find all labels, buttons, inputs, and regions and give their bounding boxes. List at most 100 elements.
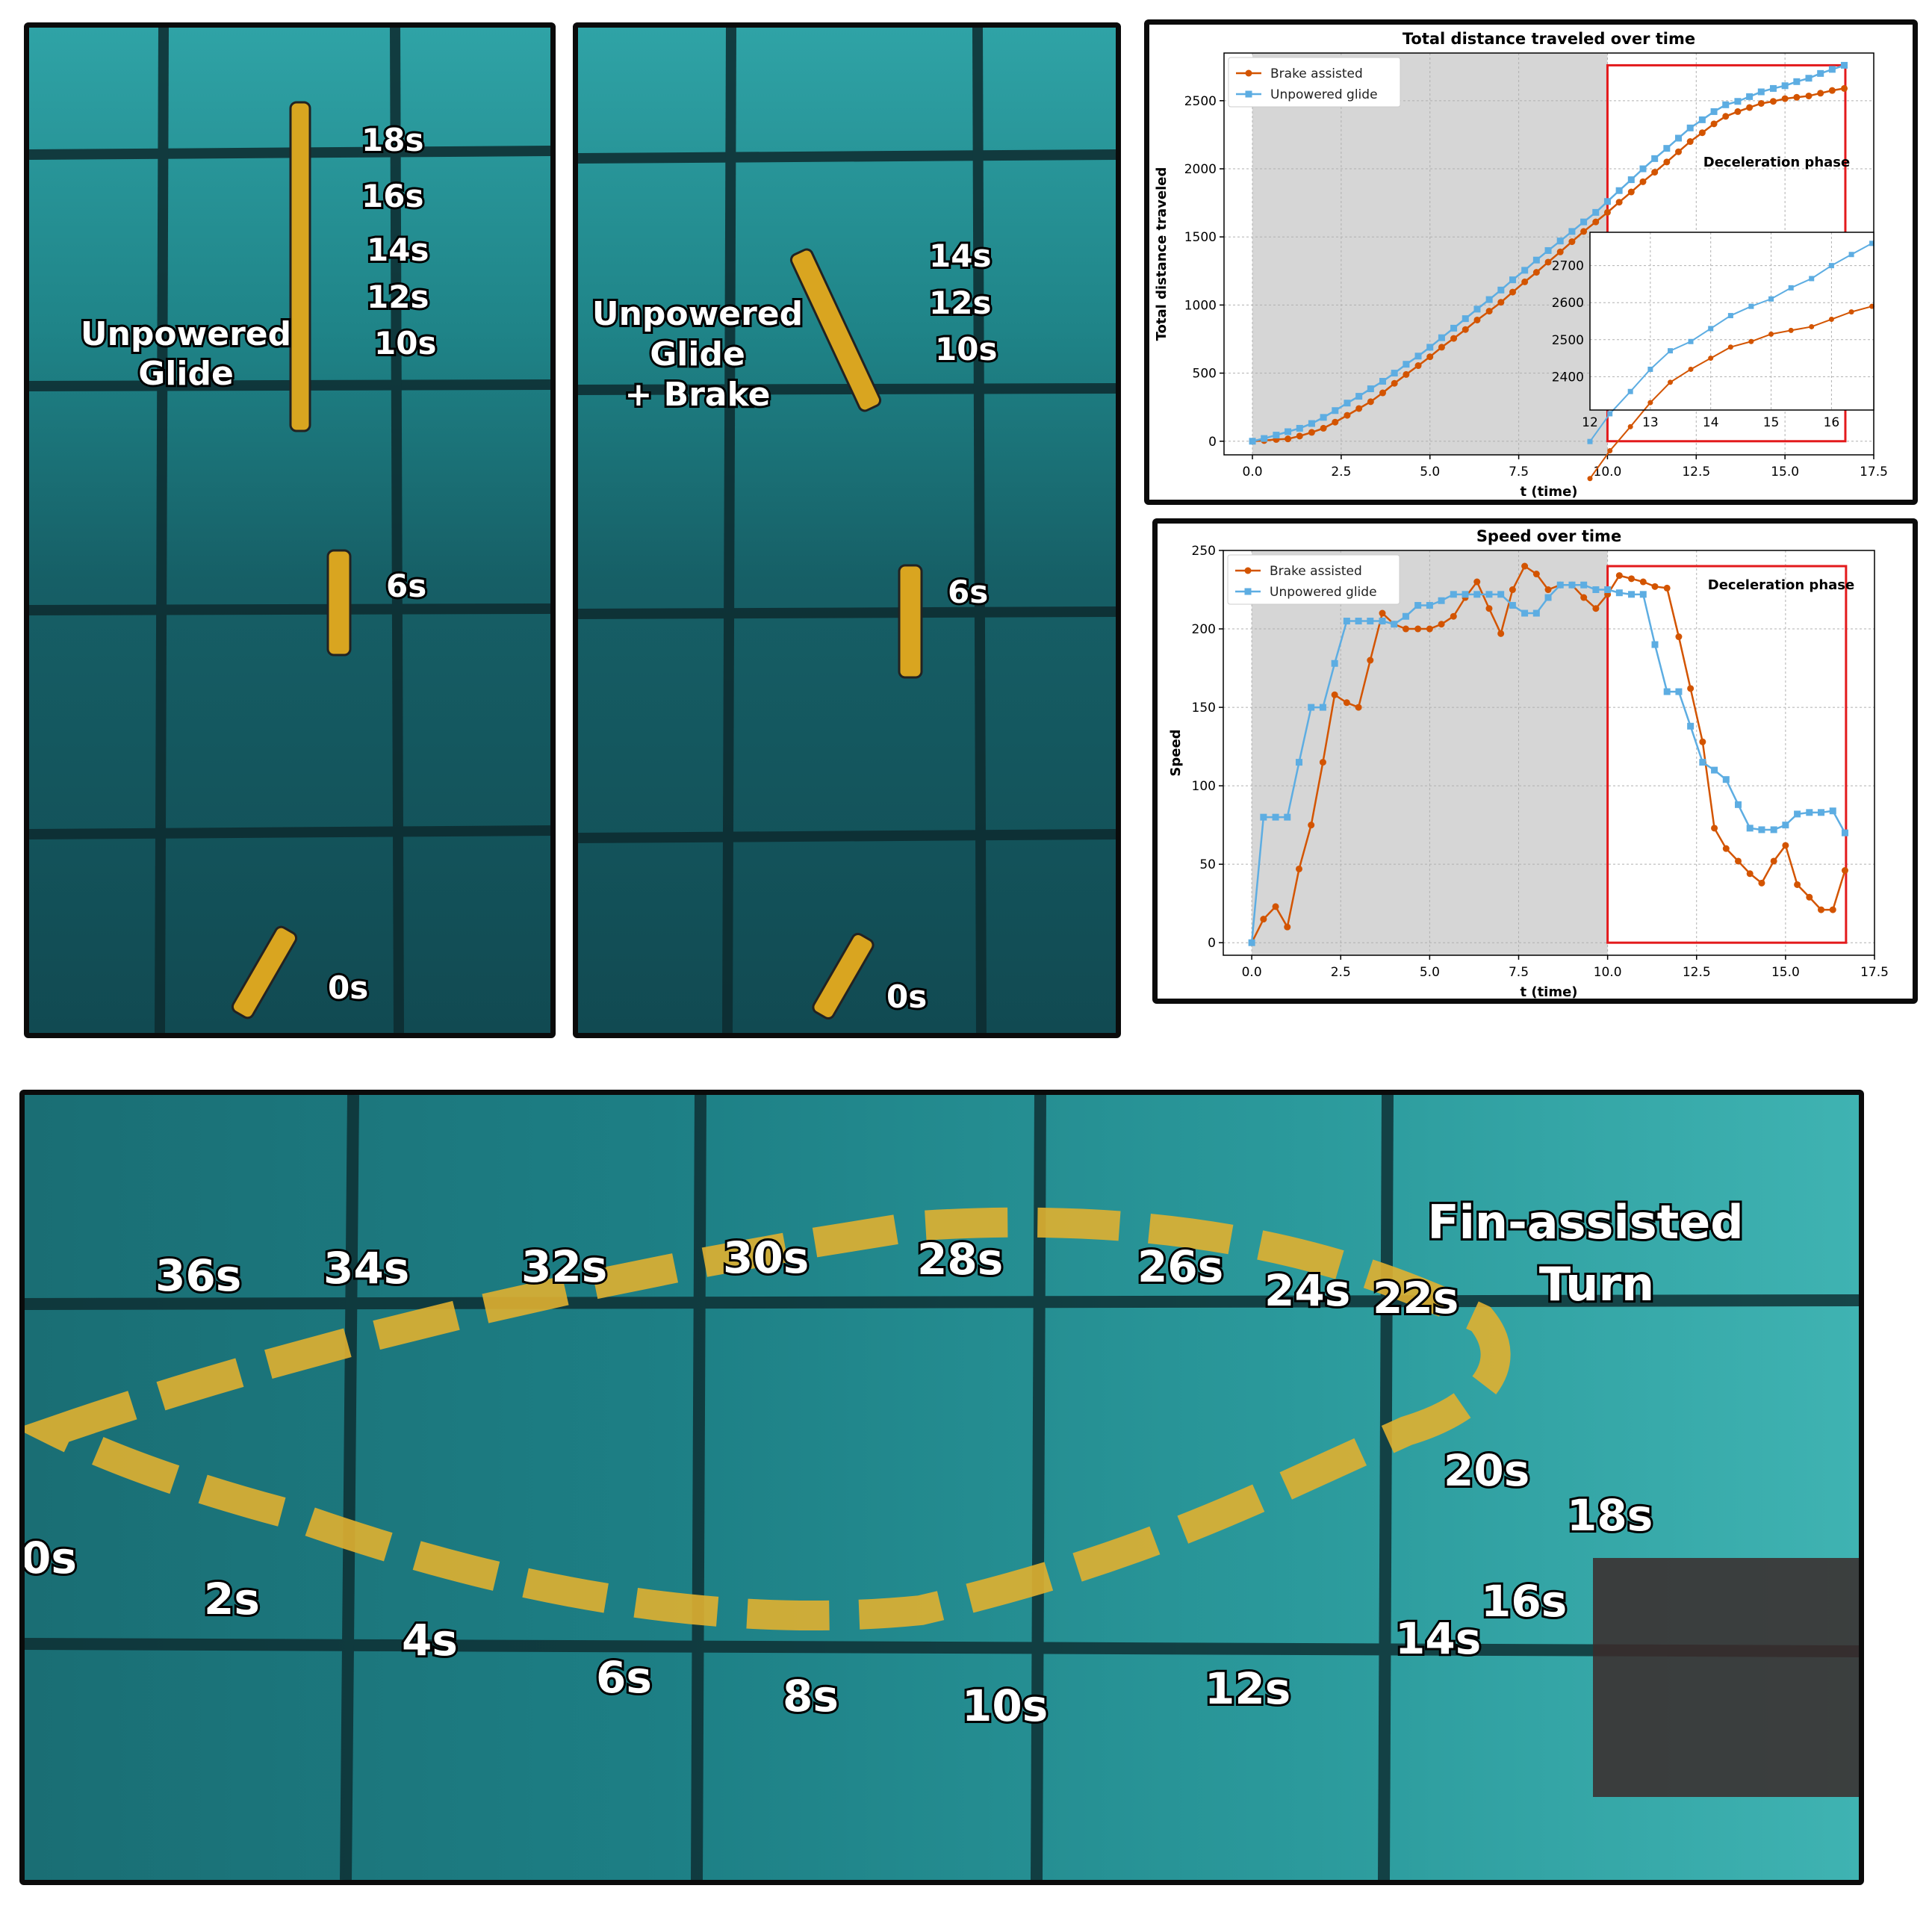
data-point [1367,656,1374,664]
data-point [1675,688,1683,695]
x-tick-label: 12.5 [1682,465,1710,479]
data-point [1521,609,1529,617]
data-point [1805,92,1813,99]
data-point [1485,308,1493,315]
time-label-16s: 16s [1481,1576,1567,1627]
data-point [1521,562,1529,570]
x-axis-label: t (time) [1520,484,1577,500]
data-point [1485,605,1493,612]
data-point [1473,591,1481,598]
data-point [1828,87,1836,94]
data-point [1651,583,1659,590]
x-tick-label: 5.0 [1420,965,1440,980]
data-point [1841,829,1848,836]
data-point [1675,148,1683,155]
data-point [1769,84,1777,92]
data-point [1818,906,1825,913]
data-point [1532,256,1540,264]
x-tick-label: 12.5 [1683,965,1711,980]
y-tick-label: 1000 [1184,298,1217,313]
data-point [1355,393,1363,400]
data-point [1686,138,1694,146]
data-point [1781,82,1789,90]
data-point [1284,813,1291,821]
data-point [1805,75,1813,82]
time-label-22s: 22s [1373,1273,1459,1323]
pool-grid [578,28,1116,1033]
y-tick-label: 100 [1192,779,1216,794]
x-tick-label: 10.0 [1594,965,1622,980]
data-point [1497,591,1505,598]
data-point [1414,353,1422,360]
robot-positions [231,101,352,1019]
data-point [1817,90,1824,97]
inset-x-tick-label: 15 [1763,415,1780,430]
data-point [1770,857,1777,865]
data-point [1639,165,1647,173]
data-point [1308,420,1315,427]
data-point [1402,612,1409,620]
data-point [1367,618,1374,625]
data-point [1769,98,1777,105]
data-point [1260,813,1267,821]
time-label-8s: 8s [783,1671,839,1722]
data-point [1781,95,1789,102]
x-tick-label: 2.5 [1331,465,1351,479]
data-point [1829,906,1836,913]
data-point [1379,378,1387,385]
time-label-34s: 34s [323,1243,409,1294]
data-point [1675,633,1683,641]
time-label-6s: 6s [386,568,426,604]
data-point [1391,621,1398,628]
data-point [1710,120,1718,128]
caption-line-2: Turn [1539,1257,1654,1312]
unpowered-glide-photo: 18s 16s 14s 12s 10s 6s 0s Unpowered Glid… [24,22,556,1038]
bottom-time-labels: 36s 34s 32s 30s 28s 26s 24s 22s 20s 18s … [25,1193,1746,1733]
distance-chart: 0.0 2.5 5.0 7.5 10.0 12.5 15.0 17.5 0 500 1000 1500… [1154,30,1888,500]
x-tick-label: 2.5 [1331,965,1351,980]
data-point [1746,104,1754,111]
data-point [1249,438,1256,445]
data-point [1734,108,1742,115]
data-point [1663,584,1671,592]
data-point [1711,825,1718,832]
x-tick-label: 5.0 [1420,465,1440,479]
data-point [1782,822,1789,829]
data-point [1782,842,1789,849]
data-point [1320,414,1327,421]
data-point [1722,776,1730,783]
data-point [1331,691,1338,698]
robot-positions [789,248,923,1020]
data-point [1438,334,1445,341]
data-point [1580,218,1588,226]
inset-x-tick-label: 14 [1703,415,1719,430]
legend: Brake assisted Unpowered glide [1227,554,1400,605]
data-point [1544,586,1552,594]
time-label-12s: 12s [1205,1663,1290,1714]
data-point [1521,278,1529,285]
data-point [1663,145,1671,152]
data-point [1355,618,1362,625]
data-point [1628,591,1636,598]
data-point [1391,379,1398,387]
inset-data-point [1627,388,1633,394]
x-axis-label: t (time) [1520,984,1577,999]
data-point [1663,688,1671,695]
chart-title: Total distance traveled over time [1403,30,1695,48]
data-point [1344,412,1351,419]
data-point [1497,299,1505,306]
data-point [1639,178,1647,185]
legend-marker [1244,588,1252,595]
time-label-28s: 28s [917,1234,1003,1285]
data-point [1592,218,1600,226]
deceleration-box [1606,565,1848,944]
data-point [1308,429,1315,436]
data-point [1532,571,1540,578]
inset-data-point [1869,240,1875,246]
data-point [1450,335,1458,342]
unpowered-glide-scene: 18s 16s 14s 12s 10s 6s 0s Unpowered Glid… [29,28,550,1033]
data-point [1841,867,1848,875]
inset-data-point [1748,303,1754,309]
data-point [1379,389,1387,397]
data-point [1450,591,1457,598]
